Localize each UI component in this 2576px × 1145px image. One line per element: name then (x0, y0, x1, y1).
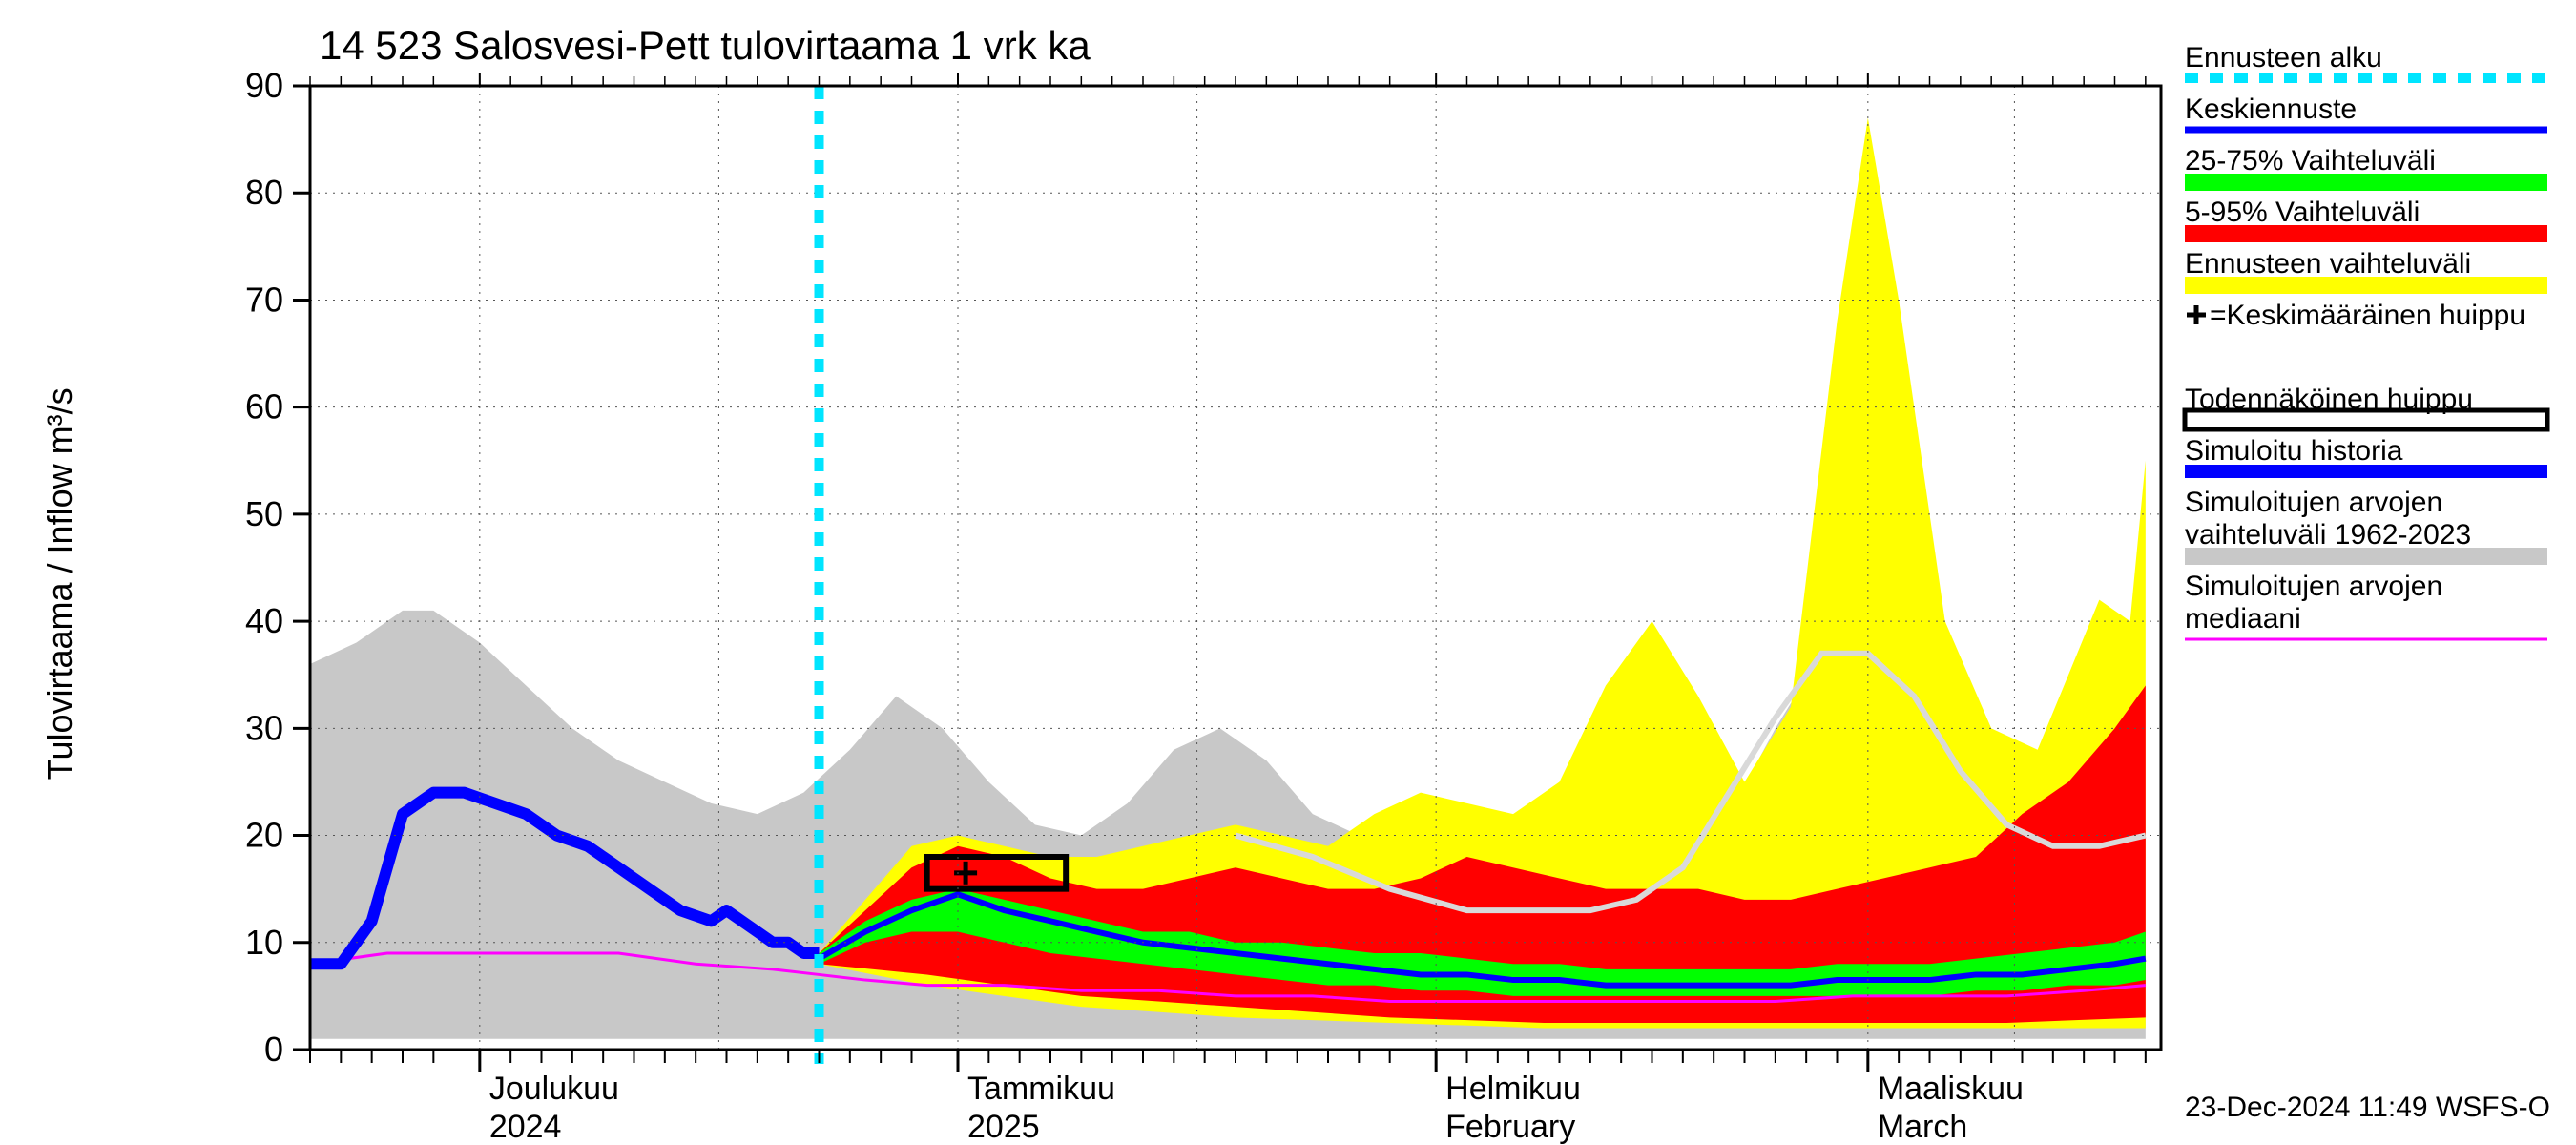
y-tick-label: 40 (245, 601, 283, 640)
x-month-label: Joulukuu (489, 1071, 619, 1107)
legend-label: 5-95% Vaihteluväli (2185, 197, 2420, 228)
x-month-sublabel: 2025 (967, 1109, 1040, 1145)
y-axis-label: Tulovirtaama / Inflow m³/s (40, 387, 79, 780)
x-month-sublabel: 2024 (489, 1109, 562, 1145)
y-tick-label: 70 (245, 280, 283, 319)
legend-label: 25-75% Vaihteluväli (2185, 145, 2436, 177)
legend-label: mediaani (2185, 603, 2301, 635)
x-month-sublabel: February (1445, 1109, 1575, 1145)
legend-swatch (2185, 277, 2547, 294)
legend-label: =Keskimääräinen huippu (2210, 300, 2525, 331)
y-tick-label: 20 (245, 816, 283, 855)
legend-label: Simuloitu historia (2185, 435, 2403, 467)
x-month-label: Maaliskuu (1878, 1071, 2024, 1107)
legend-swatch (2185, 548, 2547, 565)
y-tick-label: 0 (264, 1030, 283, 1069)
legend-label: vaihteluväli 1962-2023 (2185, 519, 2471, 551)
y-tick-label: 50 (245, 494, 283, 533)
legend-label: Ennusteen alku (2185, 42, 2382, 73)
x-month-sublabel: March (1878, 1109, 1967, 1145)
y-tick-label: 90 (245, 66, 283, 105)
chart-footer: 23-Dec-2024 11:49 WSFS-O (2185, 1092, 2550, 1123)
legend-label: Ennusteen vaihteluväli (2185, 248, 2471, 280)
legend-swatch (2185, 225, 2547, 242)
chart-title: 14 523 Salosvesi-Pett tulovirtaama 1 vrk… (320, 23, 1091, 68)
legend-label: Simuloitujen arvojen (2185, 487, 2442, 518)
hydrograph-chart: 0102030405060708090Joulukuu2024Tammikuu2… (0, 0, 2576, 1145)
chart-svg: 0102030405060708090Joulukuu2024Tammikuu2… (0, 0, 2576, 1145)
legend-label: Simuloitujen arvojen (2185, 571, 2442, 602)
legend-label: Keskiennuste (2185, 94, 2357, 125)
legend-swatch (2185, 174, 2547, 191)
x-month-label: Helmikuu (1445, 1071, 1581, 1107)
y-tick-label: 80 (245, 173, 283, 212)
y-tick-label: 30 (245, 708, 283, 747)
y-tick-label: 60 (245, 387, 283, 427)
x-month-label: Tammikuu (967, 1071, 1115, 1107)
y-tick-label: 10 (245, 923, 283, 962)
